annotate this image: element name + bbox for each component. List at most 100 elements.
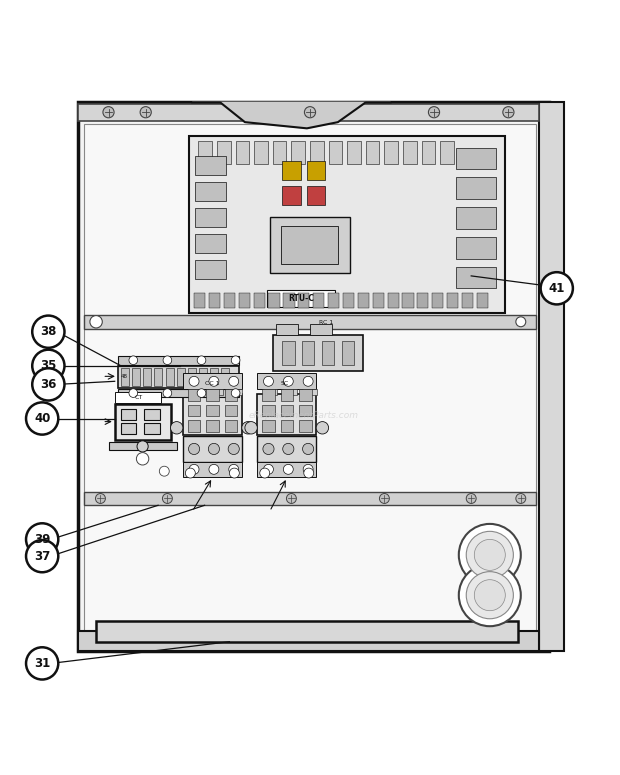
Bar	[183, 374, 242, 389]
Bar	[195, 260, 226, 279]
Circle shape	[136, 453, 149, 465]
Bar	[194, 293, 205, 308]
Bar	[183, 436, 242, 462]
Circle shape	[32, 368, 64, 401]
Bar	[283, 389, 297, 395]
Circle shape	[304, 107, 316, 118]
Circle shape	[466, 494, 476, 504]
Circle shape	[185, 468, 195, 478]
Circle shape	[95, 494, 105, 504]
Bar	[115, 392, 161, 403]
Circle shape	[516, 317, 526, 327]
Bar	[298, 293, 309, 308]
Bar	[108, 442, 177, 449]
Bar	[456, 237, 496, 259]
Bar	[195, 208, 226, 227]
Circle shape	[129, 389, 138, 398]
Circle shape	[163, 356, 172, 364]
Bar	[78, 104, 539, 121]
Bar	[342, 341, 354, 364]
Circle shape	[283, 464, 293, 474]
Circle shape	[459, 564, 521, 626]
Bar	[209, 293, 220, 308]
Bar	[343, 293, 354, 308]
Bar	[189, 136, 505, 313]
Bar	[262, 420, 275, 432]
Bar	[307, 161, 326, 180]
Bar	[302, 341, 314, 364]
Bar	[403, 141, 417, 164]
Bar	[462, 293, 473, 308]
Circle shape	[303, 443, 314, 454]
Circle shape	[474, 539, 505, 570]
Bar	[217, 141, 231, 164]
Bar	[84, 315, 536, 329]
Circle shape	[170, 422, 183, 434]
Bar	[257, 436, 316, 462]
Text: 39: 39	[34, 533, 50, 546]
Circle shape	[189, 464, 199, 474]
Circle shape	[32, 315, 64, 348]
Bar	[299, 389, 312, 401]
Bar	[477, 293, 488, 308]
Bar	[198, 141, 212, 164]
Bar	[209, 389, 223, 395]
Bar	[299, 420, 312, 432]
Circle shape	[264, 464, 273, 474]
Text: CC 1: CC 1	[205, 381, 220, 386]
Circle shape	[379, 494, 389, 504]
Bar	[268, 293, 280, 308]
Circle shape	[129, 356, 138, 364]
Bar	[257, 374, 316, 389]
Circle shape	[189, 377, 199, 386]
Bar	[132, 368, 140, 386]
Bar	[440, 141, 454, 164]
Circle shape	[140, 107, 151, 118]
Circle shape	[197, 389, 206, 398]
Bar	[225, 389, 237, 401]
Circle shape	[428, 107, 440, 118]
Bar	[154, 368, 162, 386]
Bar	[189, 389, 203, 395]
Bar	[118, 356, 239, 365]
Bar	[236, 141, 249, 164]
Bar	[144, 409, 160, 420]
Bar	[310, 141, 324, 164]
Bar	[417, 293, 428, 308]
Bar	[121, 423, 136, 434]
Bar	[456, 207, 496, 229]
Bar	[210, 368, 218, 386]
Bar	[183, 394, 242, 435]
Circle shape	[541, 272, 573, 305]
Circle shape	[26, 402, 58, 435]
Bar	[188, 420, 200, 432]
Bar	[224, 293, 235, 308]
Bar	[282, 341, 294, 364]
Bar	[199, 368, 207, 386]
Circle shape	[466, 532, 513, 578]
Circle shape	[263, 443, 274, 454]
Circle shape	[264, 377, 273, 386]
Circle shape	[229, 468, 239, 478]
Circle shape	[229, 464, 239, 474]
Circle shape	[283, 443, 294, 454]
Text: RC 1: RC 1	[319, 320, 334, 326]
Circle shape	[303, 377, 313, 386]
Bar	[270, 217, 350, 273]
Bar	[539, 102, 564, 651]
Bar	[188, 377, 237, 389]
Bar	[422, 141, 435, 164]
Circle shape	[103, 107, 114, 118]
Bar	[254, 293, 265, 308]
Text: 35: 35	[40, 360, 56, 372]
Bar	[257, 462, 316, 477]
Circle shape	[163, 389, 172, 398]
Bar	[299, 405, 312, 416]
Circle shape	[197, 356, 206, 364]
Bar	[121, 409, 136, 420]
Bar	[281, 420, 293, 432]
Bar	[195, 157, 226, 175]
Text: 48: 48	[120, 374, 128, 378]
Bar	[281, 226, 338, 264]
Bar	[78, 631, 539, 651]
